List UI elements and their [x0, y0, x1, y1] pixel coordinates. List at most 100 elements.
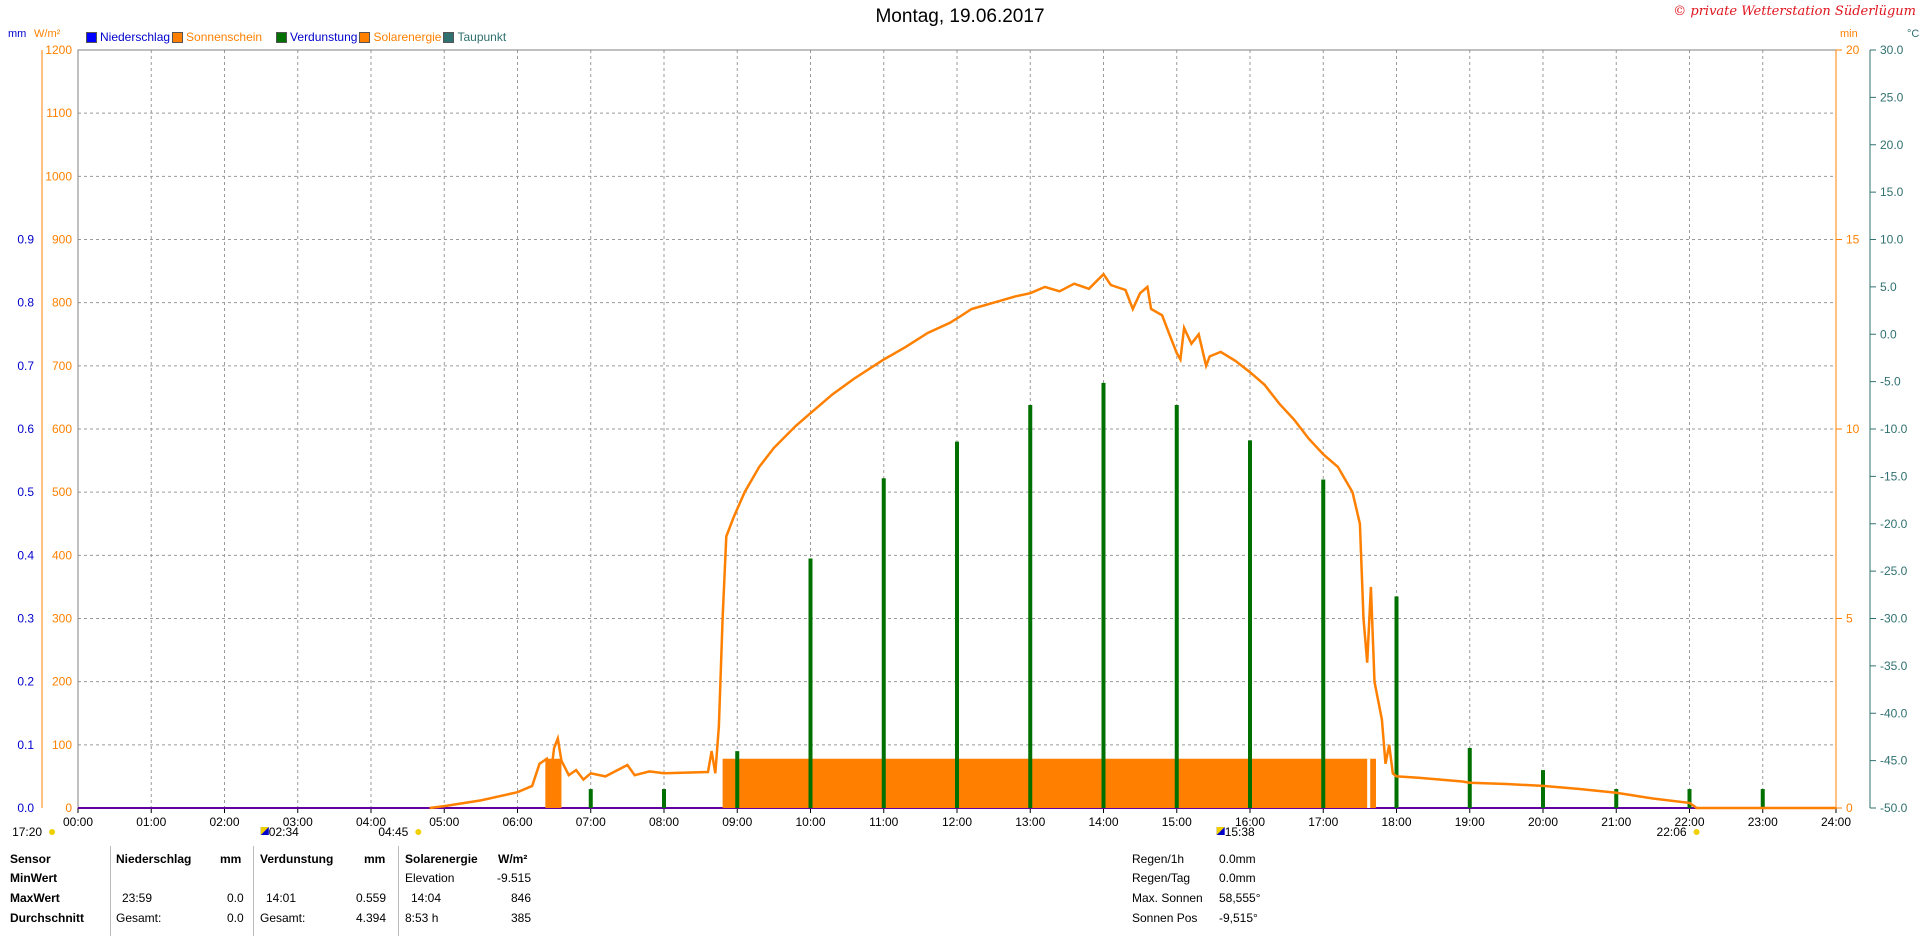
right-label-1: Regen/Tag — [1132, 871, 1191, 885]
x-tick-label: 05:00 — [429, 815, 459, 829]
evaporation-spike — [955, 441, 959, 808]
evaporation-spike — [588, 789, 593, 808]
x-tick-label: 17:00 — [1308, 815, 1338, 829]
y-mm-tick-label: 0.6 — [17, 422, 34, 436]
x-tick-label: 00:00 — [63, 815, 93, 829]
x-tick-label: 11:00 — [869, 815, 898, 829]
evaporation-spike — [1028, 404, 1033, 808]
y-min-tick-label: 20 — [1846, 43, 1860, 57]
y-wm2-tick-label: 300 — [52, 612, 72, 626]
legend-item[interactable]: Verdunstung — [276, 30, 357, 44]
evaporation-spike — [1101, 382, 1106, 808]
legend-swatch — [276, 31, 288, 43]
y-wm2-tick-label: 1000 — [45, 169, 72, 183]
right-value-0: 0.0mm — [1219, 852, 1256, 866]
right-value-2: 58,555° — [1219, 891, 1261, 905]
right-label-2: Max. Sonnen — [1132, 891, 1203, 905]
marker-time: 02:34 — [269, 825, 299, 839]
y-min-tick-label: 15 — [1846, 233, 1860, 247]
y-celsius-tick-label: -5.0 — [1880, 375, 1901, 389]
right-label-0: Regen/1h — [1132, 852, 1185, 866]
y-min-tick-label: 10 — [1846, 422, 1860, 436]
y-mm-tick-label: 0.7 — [17, 359, 34, 373]
x-tick-label: 03:00 — [283, 815, 313, 829]
moon-icon — [1216, 827, 1225, 835]
y-mm-tick-label: 0.4 — [17, 548, 34, 562]
evaporation-spike — [662, 789, 666, 808]
solarenergie-unit: W/m² — [498, 852, 528, 866]
evaporation-series — [588, 382, 1765, 808]
legend-label: Solarenergie — [373, 30, 442, 44]
niederschlag-gesamt-label: Gesamt: — [116, 911, 162, 925]
legend-swatch — [443, 31, 455, 43]
y-wm2-tick-label: 500 — [52, 485, 72, 499]
y-celsius-tick-label: 20.0 — [1880, 138, 1904, 152]
y-celsius-tick-label: 0.0 — [1880, 327, 1897, 341]
legend-item[interactable]: Taupunkt — [443, 30, 506, 44]
y-mm-tick-label: 0.1 — [17, 738, 34, 752]
x-tick-label: 18:00 — [1381, 815, 1411, 829]
marker-time: 22:06 — [1657, 825, 1687, 839]
moon-icon — [260, 827, 269, 835]
row-maxwert: MaxWert — [10, 891, 60, 905]
verdunstung-max-val: 0.559 — [356, 891, 387, 905]
legend-item[interactable]: Niederschlag — [86, 30, 170, 44]
legend-item[interactable]: Sonnenschein — [172, 30, 274, 44]
y-wm2-tick-label: 900 — [52, 233, 72, 247]
y-celsius-tick-label: -45.0 — [1880, 754, 1908, 768]
legend-label: Sonnenschein — [186, 30, 263, 44]
verdunstung-unit: mm — [364, 852, 386, 866]
marker-time: 15:38 — [1225, 825, 1255, 839]
verdunstung-gesamt-label: Gesamt: — [260, 911, 306, 925]
solar-elevation-label: Elevation — [405, 871, 455, 885]
solar-max-time: 14:04 — [411, 891, 442, 905]
x-tick-label: 13:00 — [1015, 815, 1045, 829]
y-min-tick-label: 5 — [1846, 612, 1853, 626]
niederschlag-unit: mm — [220, 852, 242, 866]
niederschlag-max-val: 0.0 — [227, 891, 244, 905]
x-tick-label: 16:00 — [1235, 815, 1265, 829]
y-mm-tick-label: 0.5 — [17, 485, 34, 499]
y-wm2-tick-label: 100 — [52, 738, 72, 752]
x-tick-label: 14:00 — [1088, 815, 1118, 829]
x-tick-label: 04:00 — [356, 815, 386, 829]
legend-label: Taupunkt — [457, 30, 507, 44]
y-mm-tick-label: 0.9 — [17, 233, 34, 247]
tick-labels: 00:00 01:00 02:00 03:00 04:00 05:00 06:00 07:00… — [17, 43, 1907, 829]
y-celsius-tick-label: 10.0 — [1880, 233, 1904, 247]
verdunstung-gesamt-val: 4.394 — [356, 911, 387, 925]
solar-elevation-val: -9.515 — [497, 871, 532, 885]
x-tick-label: 09:00 — [722, 815, 752, 829]
unit-celsius: °C — [1907, 28, 1920, 40]
y-celsius-tick-label: 30.0 — [1880, 43, 1904, 57]
legend-swatch — [359, 31, 371, 43]
evaporation-spike — [1687, 789, 1692, 808]
legend-item[interactable]: Solarenergie — [359, 30, 441, 44]
copyright: © private Wetterstation Süderlügum — [1673, 4, 1916, 19]
y-celsius-tick-label: 15.0 — [1880, 185, 1904, 199]
y-wm2-tick-label: 600 — [52, 422, 72, 436]
y-min-tick-label: 0 — [1846, 801, 1853, 815]
solar-energy-line — [429, 272, 1836, 810]
x-tick-label: 01:00 — [136, 815, 166, 829]
solar-max-val: 846 — [511, 891, 532, 905]
y-wm2-tick-label: 700 — [52, 359, 72, 373]
y-celsius-tick-label: 5.0 — [1880, 280, 1897, 294]
marker-time: 04:45 — [378, 825, 408, 839]
y-mm-tick-label: 0.8 — [17, 296, 34, 310]
legend-swatch — [86, 31, 97, 43]
x-tick-label: 10:00 — [795, 815, 825, 829]
y-wm2-tick-label: 200 — [52, 675, 72, 689]
y-wm2-tick-label: 1100 — [46, 106, 72, 120]
solar-avg-val: 385 — [511, 911, 532, 925]
y-wm2-tick-label: 1200 — [45, 43, 72, 57]
niederschlag-max-time: 23:59 — [122, 891, 153, 905]
sunshine-bar — [722, 758, 1376, 808]
chart-title: Montag, 19.06.2017 — [875, 6, 1045, 27]
legend: Niederschlag Sonnenschein Verdunstung So… — [86, 30, 508, 44]
y-mm-tick-label: 0.0 — [17, 801, 34, 815]
x-tick-label: 12:00 — [942, 815, 972, 829]
niederschlag-gesamt-val: 0.0 — [227, 911, 244, 925]
evaporation-spike — [1321, 479, 1326, 808]
evaporation-spike — [881, 478, 886, 808]
